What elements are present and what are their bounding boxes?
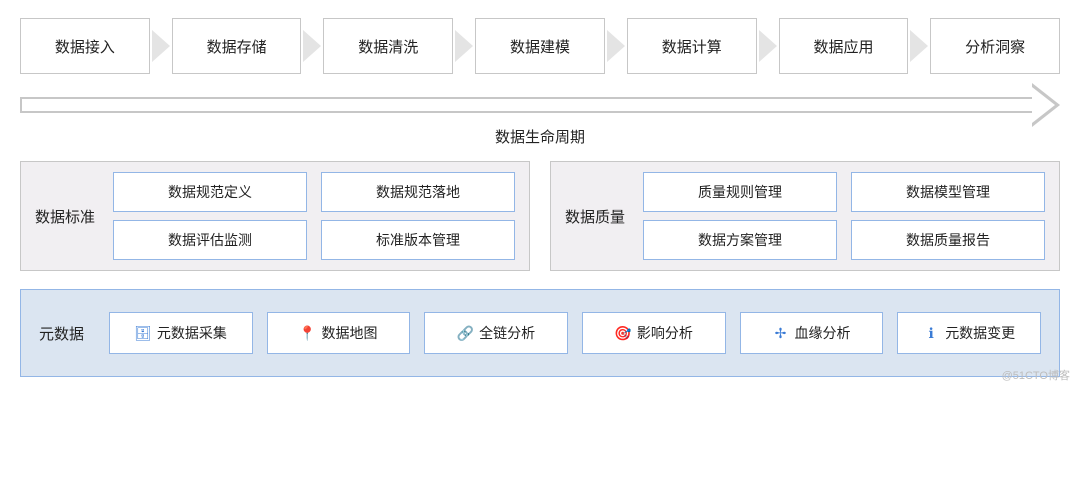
meta-label: 血缘分析 [795,323,851,343]
lifecycle-label: 数据生命周期 [20,126,1060,147]
card-grid: 数据规范定义 数据规范落地 数据评估监测 标准版本管理 [113,172,515,260]
card-label: 数据方案管理 [698,230,782,250]
meta-label: 影响分析 [637,323,693,343]
meta-card: 影响分析 [582,312,726,354]
card: 数据模型管理 [851,172,1045,212]
pipeline-row: 数据接入 数据存储 数据清洗 数据建模 数据计算 数据应用 分析洞察 [12,18,1068,74]
panel-title: 数据标准 [35,206,99,227]
meta-card: 元数据采集 [109,312,253,354]
lifecycle-arrow: 数据生命周期 [20,88,1060,147]
panels-row: 数据标准 数据规范定义 数据规范落地 数据评估监测 标准版本管理 数据质量 质量… [20,161,1060,271]
map-pin-icon [300,325,316,341]
arrow-right-icon [910,30,928,62]
meta-label: 全链分析 [479,323,535,343]
card-label: 数据模型管理 [906,182,990,202]
arrow-right-icon [455,30,473,62]
card-label: 标准版本管理 [376,230,460,250]
stage-box: 数据清洗 [323,18,453,74]
card-label: 质量规则管理 [698,182,782,202]
watermark: @51CTO博客 [1002,367,1070,383]
lifecycle-shaft [20,97,1032,113]
meta-label: 元数据变更 [945,323,1015,343]
card: 标准版本管理 [321,220,515,260]
stage-box: 数据计算 [627,18,757,74]
card: 数据评估监测 [113,220,307,260]
card-grid: 质量规则管理 数据模型管理 数据方案管理 数据质量报告 [643,172,1045,260]
meta-card: 元数据变更 [897,312,1041,354]
stage-box: 数据建模 [475,18,605,74]
target-icon [615,325,631,341]
panel-data-quality: 数据质量 质量规则管理 数据模型管理 数据方案管理 数据质量报告 [550,161,1060,271]
card: 数据方案管理 [643,220,837,260]
card: 数据质量报告 [851,220,1045,260]
arrow-right-icon [607,30,625,62]
meta-card: 数据地图 [267,312,411,354]
lineage-icon [773,325,789,341]
meta-label: 数据地图 [322,323,378,343]
stage-label: 数据接入 [55,36,115,57]
card-label: 数据规范落地 [376,182,460,202]
stage-box: 分析洞察 [930,18,1060,74]
panel-metadata: 元数据 元数据采集 数据地图 全链分析 影响分析 血缘分析 元数据变更 [20,289,1060,377]
card: 数据规范落地 [321,172,515,212]
card-label: 数据规范定义 [168,182,252,202]
panel-title: 数据质量 [565,206,629,227]
stage-label: 数据清洗 [358,36,418,57]
panel-title: 元数据 [39,323,95,344]
meta-card: 全链分析 [424,312,568,354]
database-icon [135,325,151,341]
panel-data-standard: 数据标准 数据规范定义 数据规范落地 数据评估监测 标准版本管理 [20,161,530,271]
card-label: 数据质量报告 [906,230,990,250]
stage-box: 数据应用 [779,18,909,74]
arrow-right-icon [759,30,777,62]
meta-card: 血缘分析 [740,312,884,354]
stage-label: 分析洞察 [965,36,1025,57]
arrow-right-icon [152,30,170,62]
stage-label: 数据应用 [813,36,873,57]
link-icon [457,325,473,341]
lifecycle-head-icon [1032,83,1060,127]
meta-label: 元数据采集 [157,323,227,343]
stage-label: 数据建模 [510,36,570,57]
stage-box: 数据存储 [172,18,302,74]
info-icon [923,325,939,341]
card: 质量规则管理 [643,172,837,212]
stage-label: 数据计算 [662,36,722,57]
card-label: 数据评估监测 [168,230,252,250]
stage-label: 数据存储 [207,36,267,57]
stage-box: 数据接入 [20,18,150,74]
arrow-right-icon [303,30,321,62]
card: 数据规范定义 [113,172,307,212]
meta-items: 元数据采集 数据地图 全链分析 影响分析 血缘分析 元数据变更 [109,312,1041,354]
